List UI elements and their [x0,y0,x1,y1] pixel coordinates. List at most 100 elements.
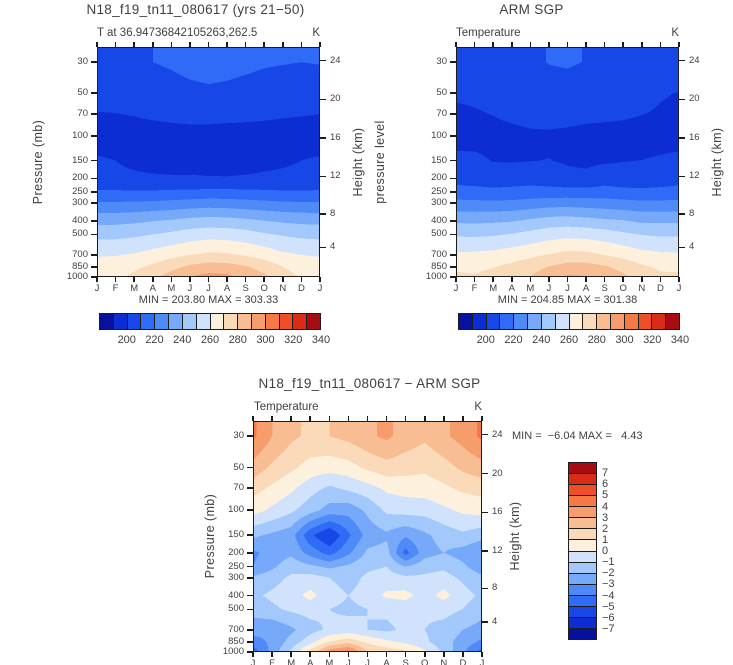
colorbar-cell [182,314,197,329]
month-tick-label: O [260,283,268,294]
pressure-tick-label: 500 [72,228,88,240]
month-tick [443,416,445,421]
pressure-tick [91,266,97,268]
month-tick [282,42,284,47]
model-height-axis-label: Height (km) [351,127,365,197]
pressure-tick-label: 400 [228,589,244,601]
month-tick-label: A [307,658,314,665]
month-tick [290,416,292,421]
height-tick-label: 12 [492,545,503,556]
obs-panel-subtitle: Temperature [456,27,521,39]
month-tick [529,277,532,282]
diff-units-label: K [474,401,482,413]
month-tick [548,277,550,282]
colorbar-cell [459,314,473,329]
diff-panel-title: N18_f19_tn11_080617 − ARM SGP [258,376,481,391]
month-tick-label: N [440,658,448,665]
colorbar-tick-label: 4 [602,500,609,513]
colorbar-cell [569,628,596,639]
height-tick-label: 4 [492,616,498,628]
colorbar-cell [569,617,596,629]
colorbar-cell [569,595,596,607]
colorbar-cell [224,314,239,329]
pressure-tick-label: 150 [72,154,88,166]
pressure-tick-label: 50 [233,461,244,473]
diff-minmax-text: MIN = −6.04 MAX = 4.43 [512,430,643,442]
colorbar-cell [293,314,308,329]
month-tick [328,652,331,657]
colorbar-tick-label: 320 [284,334,303,346]
colorbar-tick-label: 240 [173,334,192,346]
diff-panel-subtitle: Temperature [254,401,319,413]
pressure-tick [91,276,97,278]
model-panel-subtitle: T at 36.94736842105263,262.5 [97,27,258,39]
colorbar-cell [569,314,584,329]
month-tick-label: M [287,658,296,665]
colorbar-tick-label: 200 [117,334,136,346]
colorbar-tick-label: 260 [559,334,579,346]
colorbar-cell [666,314,679,329]
model-units-label: K [312,27,320,39]
month-tick [252,652,254,657]
colorbar-tick-label: 340 [670,334,690,346]
pressure-tick-label: 30 [77,55,88,67]
pressure-tick [247,651,253,653]
month-tick [319,42,321,47]
pressure-tick-label: 300 [431,197,447,209]
pressure-tick-label: 700 [228,624,244,636]
pressure-tick-label: 100 [431,129,447,141]
month-tick [529,42,532,47]
height-tick [679,246,685,249]
pressure-tick [450,276,456,278]
month-tick-label: N [279,283,287,294]
month-tick [622,277,625,282]
month-tick [189,42,191,47]
height-tick [320,98,326,101]
colorbar-tick-label: 1 [602,533,609,546]
month-tick-label: A [508,283,515,294]
colorbar-tick-label: −4 [602,589,615,602]
pressure-tick [450,135,456,137]
month-tick [189,277,191,282]
month-tick [366,416,369,421]
colorbar-cell [155,314,170,329]
pressure-tick [91,159,97,162]
month-tick [366,652,369,657]
month-tick [462,652,464,657]
colorbar-cell [238,314,252,329]
colorbar-cell [583,314,598,329]
month-tick-label: A [383,658,390,665]
pressure-tick [247,577,253,579]
month-tick-label: J [187,283,193,294]
colorbar-tick-label: 220 [145,334,164,346]
pressure-tick [450,159,456,162]
pressure-tick [450,202,456,204]
pressure-tick-label: 150 [431,154,447,166]
pressure-tick [91,233,97,236]
pressure-tick-label: 200 [72,172,88,184]
height-tick [482,511,488,514]
month-tick [423,652,426,657]
month-tick [603,277,606,282]
height-tick-label: 4 [330,241,336,253]
diff-contour-field [253,421,482,652]
colorbar-tick-label: −5 [602,600,615,613]
height-tick [679,98,685,101]
colorbar-cell [528,314,542,329]
month-tick [492,277,494,282]
month-tick-label: J [565,283,570,294]
colorbar-cell [196,314,211,329]
colorbar-tick-label: 260 [200,334,220,346]
pressure-tick [450,113,456,115]
pressure-tick [450,92,456,95]
colorbar-cell [127,314,142,329]
month-tick [114,277,117,282]
pressure-tick [91,202,97,204]
pressure-tick [91,113,97,115]
height-tick [679,212,685,215]
month-tick-label: N [638,283,646,294]
month-tick [473,42,476,47]
month-tick-label: M [489,283,498,294]
model-contour-field [97,47,320,277]
height-tick-label: 8 [689,207,695,219]
